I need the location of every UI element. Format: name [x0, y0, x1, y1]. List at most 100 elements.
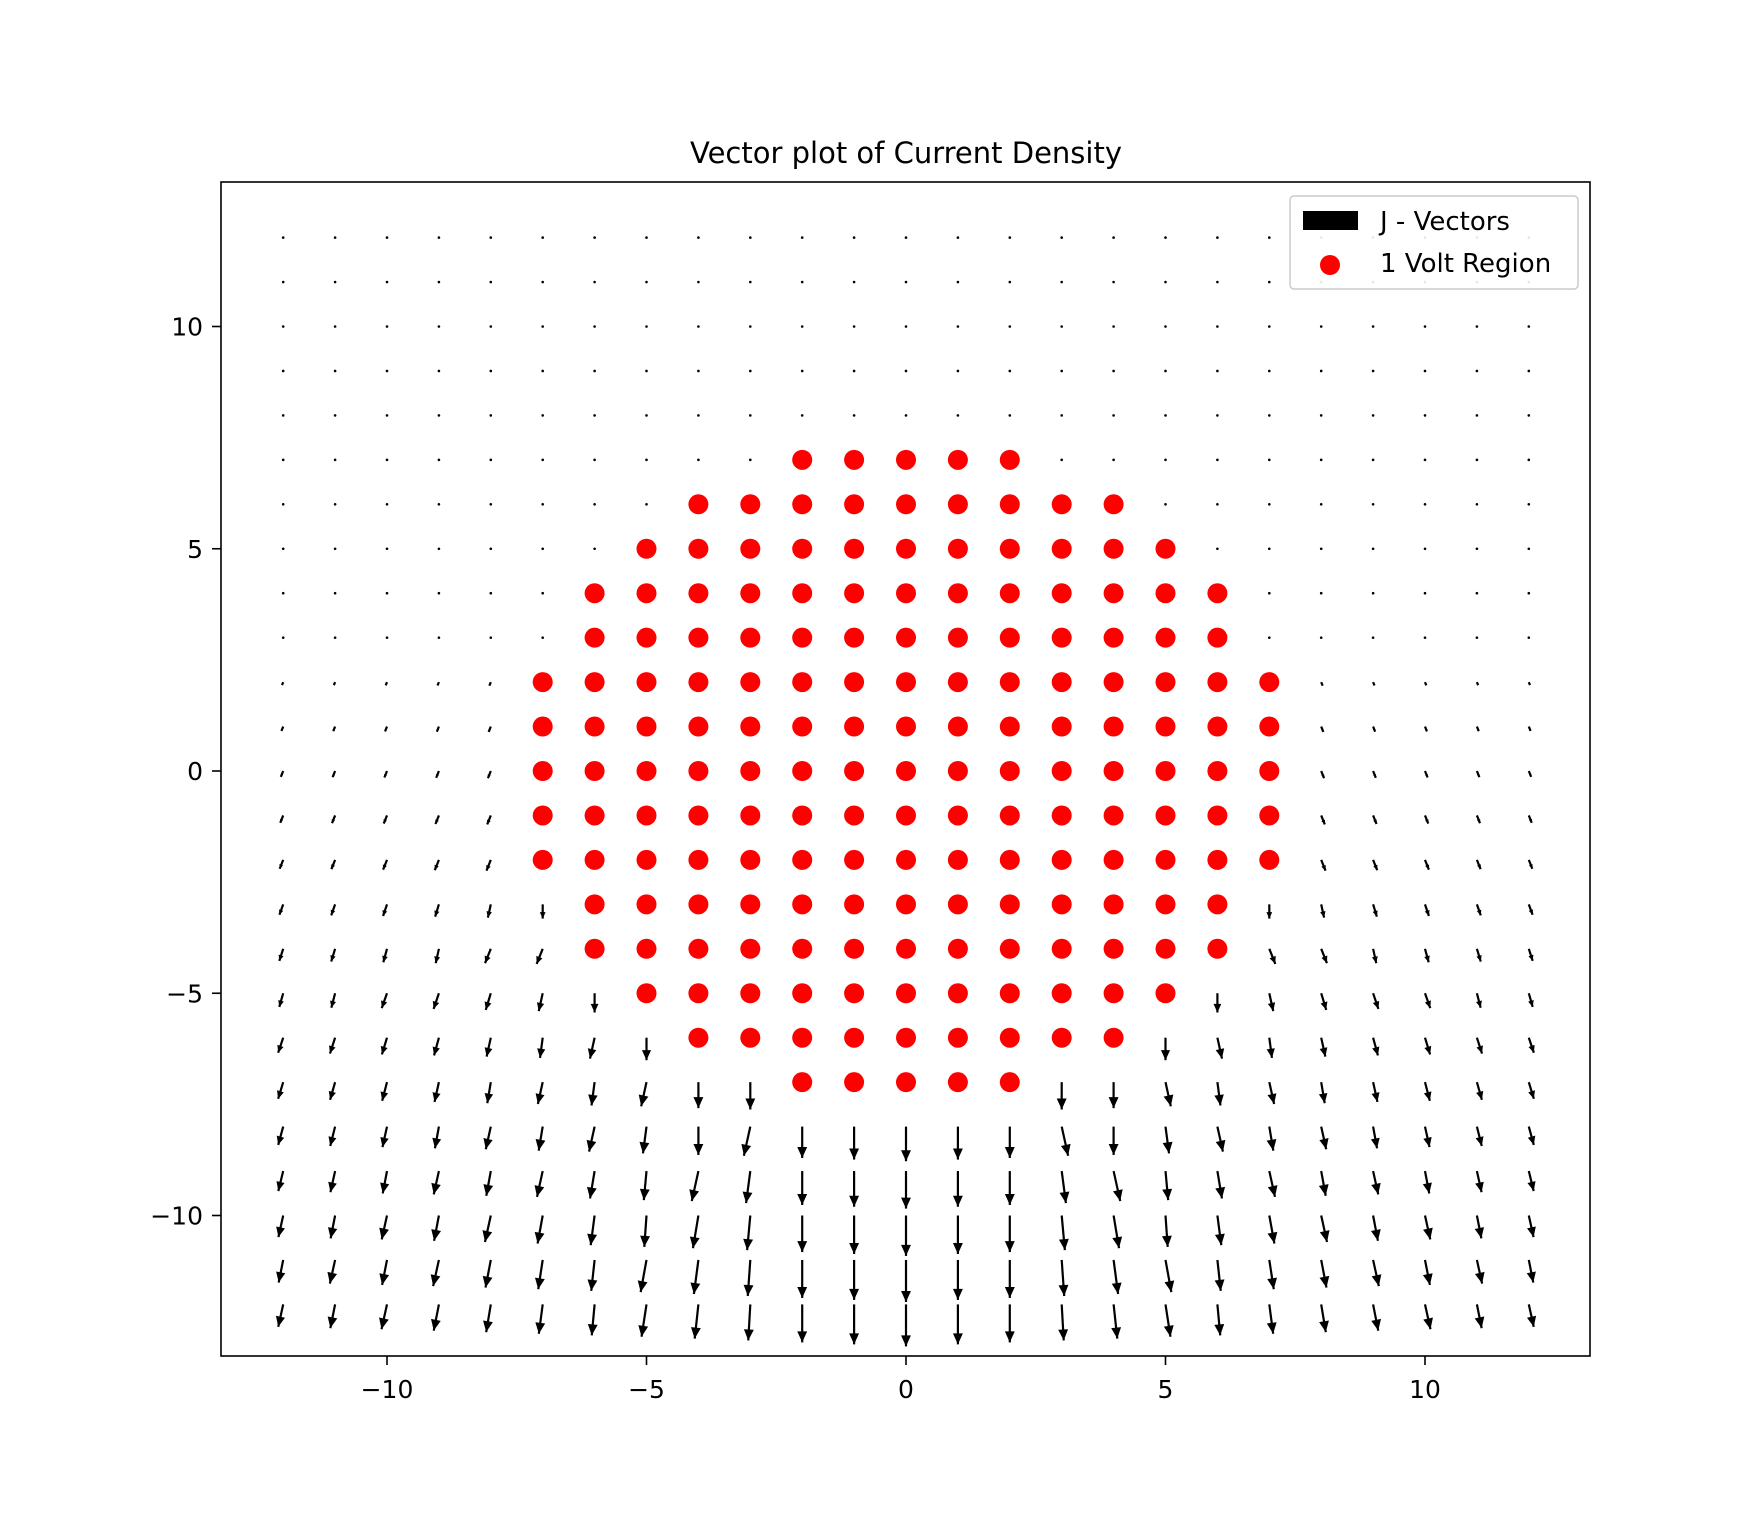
- vector-arrow-head: [640, 1235, 651, 1247]
- vector-arrow-head: [1477, 819, 1481, 824]
- vector-arrow: [384, 726, 389, 732]
- region-point: [792, 627, 813, 648]
- vector-arrow-head: [1423, 1317, 1433, 1330]
- vector-arrow-head: [1321, 819, 1325, 825]
- vector-arrow-dot: [1423, 636, 1427, 639]
- region-point: [947, 627, 968, 648]
- region-point: [896, 983, 916, 1004]
- vector-arrow: [693, 1126, 704, 1155]
- vector-arrow-head: [1058, 1329, 1069, 1341]
- vector-arrow: [1056, 1082, 1067, 1110]
- vector-arrow: [1319, 503, 1323, 506]
- region-point: [1207, 894, 1228, 915]
- vector-arrow: [333, 369, 337, 373]
- vector-arrow-head: [436, 774, 439, 778]
- vector-arrow-head: [1528, 728, 1531, 731]
- vector-arrow-head: [1266, 1322, 1277, 1334]
- vector-arrow-head: [1425, 774, 1428, 778]
- vector-arrow-dot: [385, 236, 389, 239]
- vector-arrow: [1527, 414, 1531, 417]
- vector-arrow: [1474, 1304, 1485, 1329]
- vector-arrow: [1319, 1037, 1328, 1057]
- vector-arrow: [1058, 1215, 1069, 1251]
- vector-arrow-dot: [1008, 325, 1012, 328]
- vector-arrow: [593, 369, 596, 373]
- vector-arrow: [1372, 1037, 1380, 1056]
- region-point: [844, 938, 865, 959]
- vector-arrow: [1371, 1170, 1381, 1195]
- vector-arrow: [330, 992, 337, 1009]
- vector-arrow-head: [435, 819, 439, 824]
- vector-arrow-dot: [1423, 503, 1427, 506]
- region-point: [1155, 894, 1176, 915]
- vector-arrow: [385, 458, 389, 462]
- vector-arrow: [637, 1259, 648, 1293]
- vector-arrow: [593, 458, 596, 462]
- vector-arrow: [1527, 903, 1534, 916]
- vector-arrow-head: [1267, 1231, 1278, 1244]
- vector-arrow-head: [1004, 1286, 1015, 1298]
- region-point: [1155, 538, 1176, 559]
- region-point: [1103, 983, 1124, 1004]
- vector-arrow: [697, 458, 700, 462]
- vector-arrow: [904, 325, 908, 328]
- vector-arrow-dot: [1527, 591, 1531, 595]
- region-point: [1051, 983, 1072, 1004]
- region-point: [1207, 672, 1228, 693]
- vector-arrow-dot: [593, 325, 596, 328]
- region-point: [1259, 805, 1280, 826]
- vector-arrow: [1112, 1170, 1123, 1202]
- vector-arrow: [537, 1037, 546, 1059]
- vector-arrow: [333, 547, 337, 551]
- vector-arrow: [1371, 1081, 1380, 1103]
- region-point: [1103, 627, 1124, 648]
- region-point: [792, 849, 813, 870]
- vector-arrow: [1319, 547, 1323, 551]
- vector-arrow-dot: [541, 458, 544, 462]
- vector-arrow-dot: [1475, 591, 1479, 595]
- vector-arrow: [1164, 1259, 1175, 1293]
- vector-arrow: [1475, 726, 1480, 732]
- vector-arrow-head: [849, 1195, 860, 1207]
- vector-arrow: [333, 503, 337, 506]
- vector-arrow: [1423, 992, 1432, 1009]
- vector-arrow: [437, 414, 441, 417]
- vector-arrow: [384, 681, 389, 686]
- vector-arrow-dot: [1268, 369, 1271, 373]
- vector-arrow-dot: [697, 325, 700, 328]
- vector-arrow-head: [436, 728, 439, 732]
- chart-title: Vector plot of Current Density: [690, 136, 1122, 170]
- vector-arrow-head: [690, 1282, 701, 1295]
- vector-arrow: [1371, 591, 1375, 595]
- vector-arrow: [489, 369, 493, 373]
- vector-arrow-head: [327, 1316, 338, 1329]
- vector-arrow: [1475, 815, 1482, 824]
- vector-arrow-head: [952, 1288, 963, 1300]
- vector-arrow-head: [901, 1335, 911, 1347]
- vector-arrow-head: [1319, 1320, 1329, 1333]
- vector-arrow-head: [488, 729, 491, 732]
- region-point: [1207, 627, 1228, 648]
- vector-arrow: [641, 1037, 652, 1061]
- vector-arrow: [1371, 414, 1375, 417]
- vector-arrow-dot: [1319, 325, 1323, 328]
- vector-arrow-head: [536, 955, 543, 964]
- region-point: [947, 761, 968, 781]
- vector-arrow: [1423, 1037, 1432, 1055]
- vector-arrow-head: [277, 1044, 284, 1053]
- vector-arrow-dot: [541, 369, 544, 373]
- vector-arrow: [1319, 591, 1323, 595]
- region-point: [584, 761, 605, 781]
- region-point: [947, 938, 968, 959]
- region-point: [1155, 983, 1176, 1004]
- vector-arrow-dot: [1216, 236, 1219, 239]
- vector-arrow: [800, 280, 804, 284]
- region-point: [740, 761, 761, 781]
- vector-arrow: [1162, 1170, 1173, 1201]
- vector-arrow-head: [797, 1146, 808, 1158]
- vector-arrow: [749, 236, 752, 239]
- region-point: [844, 894, 865, 915]
- region-point: [1103, 938, 1124, 959]
- vector-arrow: [333, 325, 337, 328]
- vector-arrow: [1060, 369, 1063, 373]
